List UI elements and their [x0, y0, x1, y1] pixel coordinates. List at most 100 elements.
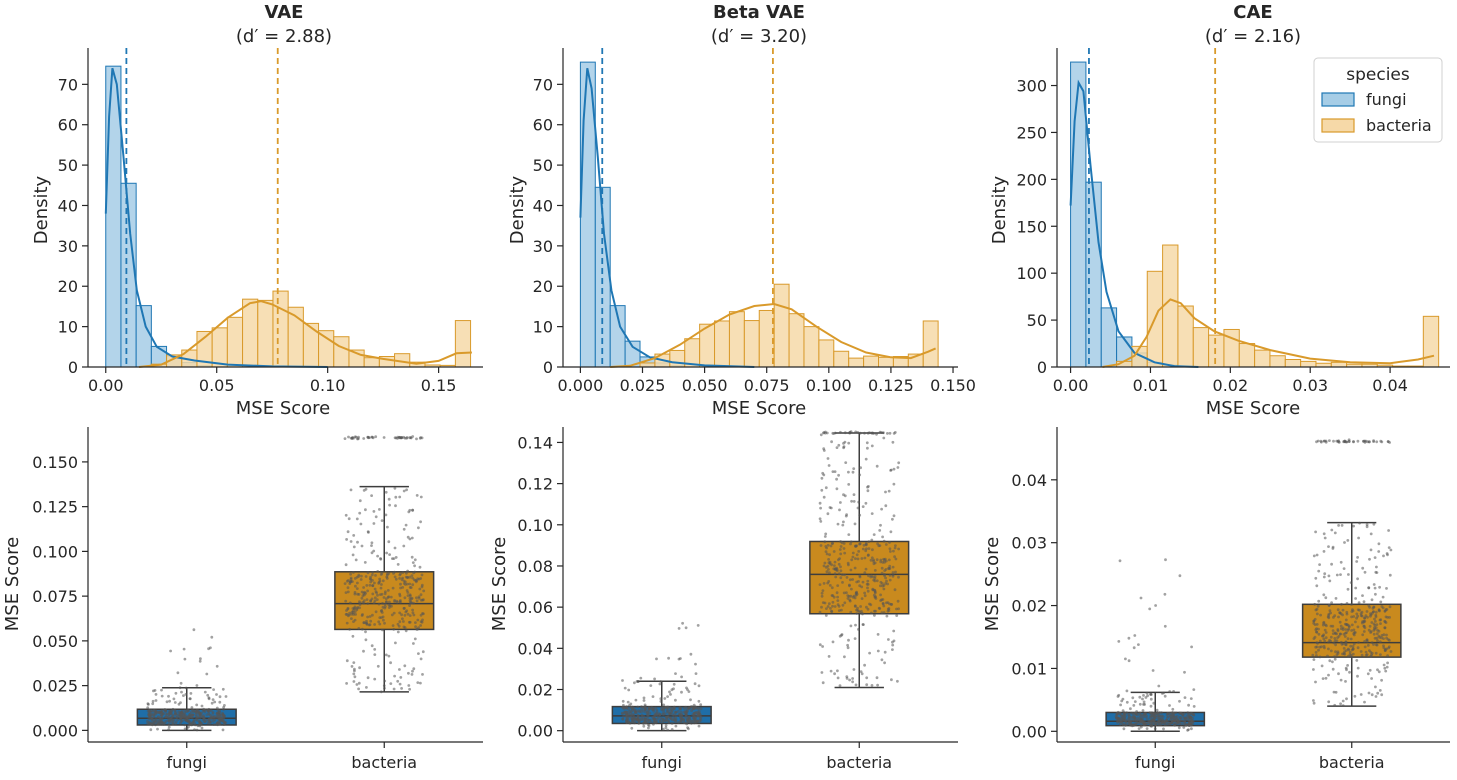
box-1-point-bacteria [873, 579, 877, 583]
box-1-point-bacteria [832, 550, 836, 553]
box-2-point-fungi [1155, 708, 1159, 712]
box-0-point-bacteria [416, 681, 420, 684]
box-1-point-bacteria [830, 610, 834, 614]
box-0-point-fungi [213, 700, 217, 704]
box-2-point-fungi [1144, 715, 1147, 719]
box-0-point-bacteria [416, 618, 420, 622]
box-1-point-bacteria [824, 532, 828, 536]
box-2-point-bacteria [1349, 644, 1353, 648]
box-0-point-bacteria [393, 546, 397, 550]
box-1-point-bacteria [831, 604, 834, 608]
box-2-point-bacteria [1369, 614, 1372, 618]
box-0-point-bacteria [398, 594, 402, 598]
hist-0-bar-bacteria-7 [211, 327, 228, 368]
box-1-point-bacteria [842, 591, 846, 595]
box-0-point-bacteria [415, 494, 419, 497]
box-1-point-bacteria [842, 520, 845, 524]
box-1-point-bacteria [828, 571, 831, 575]
box-0-point-bacteria [377, 620, 381, 624]
box-1-point-fungi [660, 707, 663, 711]
box-2-point-bacteria [1318, 639, 1322, 643]
box-0-point-fungi [218, 695, 222, 699]
box-0-point-fungi [149, 728, 153, 732]
box-0-point-fungi [147, 720, 151, 724]
box-1-point-bacteria [824, 486, 828, 490]
box-0-point-fungi [178, 715, 182, 718]
box-1-point-bacteria [888, 578, 892, 582]
box-1-point-fungi [667, 656, 670, 660]
box-2-point-fungi [1115, 712, 1119, 716]
box-0-point-bacteria [411, 561, 415, 564]
box-2-point-bacteria [1374, 610, 1378, 614]
box-0-point-bacteria [349, 576, 353, 580]
box-2-point-bacteria [1379, 653, 1382, 656]
box-0-point-bacteria [380, 609, 384, 612]
box-2-point-fungi [1117, 693, 1121, 697]
box-2-point-fungi [1117, 640, 1121, 643]
box-1-point-bacteria [845, 576, 849, 579]
box-0-point-bacteria [366, 602, 370, 605]
box-2-point-bacteria [1370, 653, 1373, 657]
box-2-point-bacteria [1329, 649, 1333, 653]
box-2-point-bacteria [1312, 554, 1316, 558]
box-0-point-bacteria [354, 584, 357, 588]
box-1-point-fungi [627, 688, 631, 692]
box-2-point-bacteria [1372, 440, 1375, 443]
box-1-point-bacteria [828, 584, 832, 587]
box-2-point-bacteria [1385, 665, 1389, 669]
box-1-point-bacteria [875, 676, 879, 680]
box-1-point-fungi [629, 702, 633, 706]
box-0-point-fungi [195, 711, 198, 715]
box-2-point-bacteria [1370, 693, 1374, 697]
box-0-point-bacteria [345, 538, 348, 541]
box-2-point-bacteria [1344, 680, 1347, 683]
box-0-point-bacteria [400, 578, 404, 582]
box-0-point-fungi [151, 709, 155, 713]
box-2-point-fungi [1183, 670, 1186, 674]
box-2-point-fungi [1171, 713, 1175, 716]
box-1-point-fungi [662, 710, 665, 714]
box-2-point-bacteria [1357, 641, 1360, 644]
box-1-point-fungi [651, 708, 655, 711]
box-2-point-bacteria [1372, 522, 1376, 526]
box-2-point-bacteria [1315, 612, 1319, 616]
box-2-point-fungi [1136, 713, 1140, 717]
box-0-point-bacteria [351, 607, 355, 610]
box-1-point-bacteria [864, 457, 868, 461]
box-1-point-bacteria [854, 544, 857, 548]
box-1-point-fungi [664, 716, 668, 719]
box-1-point-bacteria [875, 432, 878, 436]
box-1-point-bacteria [847, 470, 850, 474]
hist-0-bar-bacteria-8 [226, 316, 244, 368]
box-1-point-bacteria [839, 576, 843, 580]
hist-0-bar-bacteria-14 [318, 330, 335, 368]
box-0-point-bacteria [361, 613, 364, 616]
box-0-point-bacteria [356, 437, 360, 441]
box-1-point-fungi [636, 680, 640, 683]
box-2-point-bacteria [1335, 639, 1339, 642]
box-0-point-bacteria [392, 611, 396, 615]
box-2-point-bacteria [1355, 659, 1359, 662]
box-0-point-bacteria [352, 661, 356, 664]
box-0-point-fungi [171, 714, 175, 718]
box-1-point-fungi [693, 719, 696, 723]
box-0-point-fungi [157, 715, 160, 719]
box-1-xtick-label-fungi: fungi [641, 753, 682, 772]
box-1-point-bacteria [822, 564, 826, 568]
box-0-point-bacteria [368, 623, 372, 627]
hist-2-bar-bacteria-6 [1162, 244, 1179, 368]
box-2-point-fungi [1179, 717, 1183, 721]
box-0-point-bacteria [373, 648, 377, 651]
box-0-point-bacteria [376, 593, 379, 597]
box-2-point-bacteria [1362, 619, 1366, 623]
box-0-point-bacteria [368, 583, 372, 587]
box-0-point-bacteria [368, 615, 372, 618]
box-2-point-bacteria [1334, 650, 1337, 654]
box-2-point-fungi [1127, 659, 1131, 663]
box-0-point-bacteria [374, 610, 378, 614]
box-1-point-bacteria [888, 541, 891, 544]
box-1-point-bacteria [886, 432, 889, 435]
box-1-point-bacteria [831, 600, 835, 604]
box-1-point-fungi [627, 720, 631, 724]
box-1-point-fungi [654, 721, 658, 725]
